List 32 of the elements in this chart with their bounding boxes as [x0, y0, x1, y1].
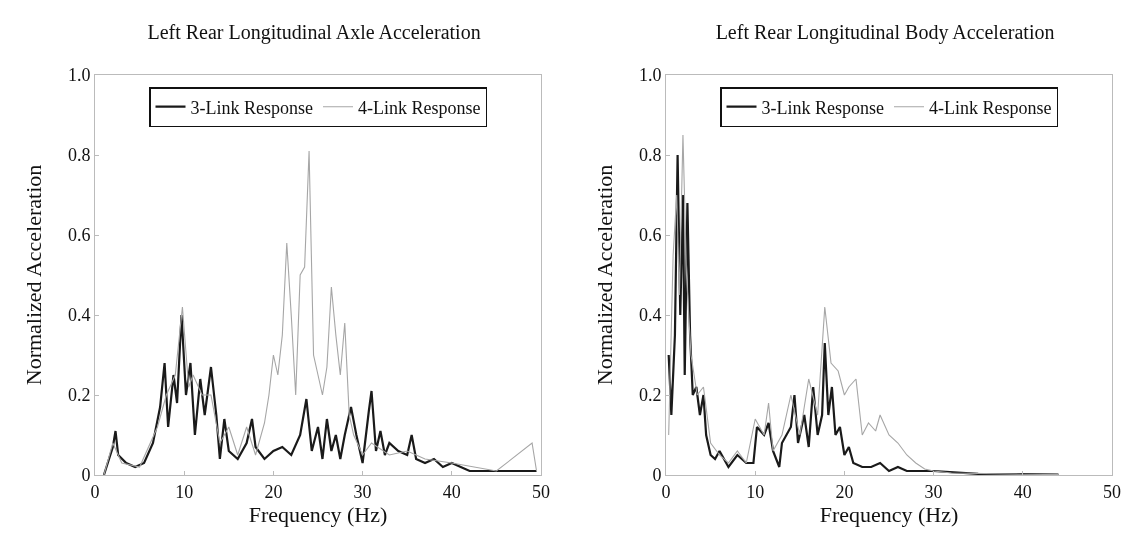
y-tick-label: 0.6: [67, 225, 91, 246]
y-tick-label: 0.4: [67, 305, 91, 326]
y-tick-label: 0.2: [638, 385, 662, 406]
x-axis-title: Frequency (Hz): [248, 501, 388, 527]
y-tick-label: 0.4: [638, 305, 662, 326]
x-axis-title: Frequency (Hz): [819, 501, 959, 527]
x-tick-label: 50: [1103, 481, 1121, 502]
y-tick-label: 1.0: [638, 65, 662, 86]
y-axis-title: Normalized Acceleration: [592, 164, 617, 386]
y-tick-label: 0.6: [638, 225, 662, 246]
y-axis-title: Normalized Acceleration: [21, 164, 46, 386]
x-tick-label: 20: [835, 481, 854, 502]
x-tick-label: 10: [175, 481, 194, 502]
y-tick-label: 1.0: [67, 65, 91, 86]
x-tick-label: 20: [264, 481, 283, 502]
x-tick-label: 10: [746, 481, 765, 502]
y-tick-label: 0.8: [638, 145, 662, 166]
x-tick-label: 30: [353, 481, 372, 502]
legend-label: 4-Link Response: [929, 97, 1052, 118]
chart-title: Left Rear Longitudinal Axle Acceleration: [147, 20, 481, 44]
x-tick-label: 30: [924, 481, 943, 502]
y-tick-label: 0.8: [67, 145, 91, 166]
x-tick-label: 40: [442, 481, 461, 502]
y-tick-label: 0: [652, 465, 662, 486]
chart-title: Left Rear Longitudinal Body Acceleration: [715, 20, 1055, 44]
x-tick-label: 40: [1013, 481, 1032, 502]
y-tick-label: 0.2: [67, 385, 91, 406]
legend-label: 4-Link Response: [358, 97, 481, 118]
legend-label: 3-Link Response: [190, 97, 313, 118]
legend-label: 3-Link Response: [761, 97, 884, 118]
x-tick-label: 50: [532, 481, 550, 502]
y-tick-label: 0: [81, 465, 91, 486]
